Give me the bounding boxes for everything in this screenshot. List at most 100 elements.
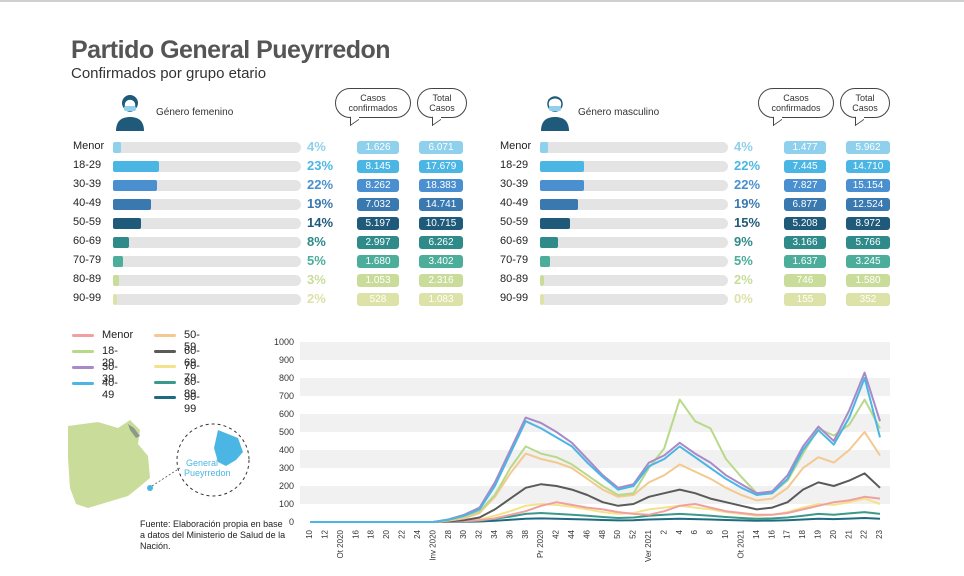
female-total-header: Total Casos xyxy=(417,88,467,118)
casos-value: 6.877 xyxy=(784,198,826,211)
bar-fill xyxy=(113,294,117,305)
legend-label: 40-49 xyxy=(102,377,118,401)
x-tick-label: 19 xyxy=(813,529,822,538)
male-gender-label: Género masculino xyxy=(578,107,660,118)
x-tick-label: 32 xyxy=(475,529,484,538)
grid-band xyxy=(300,414,890,432)
bar-track xyxy=(540,275,728,286)
x-tick-label: 10 xyxy=(305,529,314,538)
x-tick-label: 12 xyxy=(321,529,330,538)
bar-track xyxy=(113,275,301,286)
female-row-50-59: 50-59 14% 5.197 10.715 xyxy=(73,214,493,233)
age-label: Menor xyxy=(500,140,532,152)
bar-fill xyxy=(113,256,123,267)
grid-band xyxy=(300,342,890,360)
total-value: 8.972 xyxy=(846,217,890,230)
pct-value: 0% xyxy=(734,291,753,306)
pueyrredon-marker xyxy=(147,485,153,491)
legend-swatch xyxy=(72,334,94,337)
total-value: 18.383 xyxy=(419,179,463,192)
pct-value: 14% xyxy=(307,215,334,230)
total-value: 17.679 xyxy=(419,160,463,173)
x-tick-label: 22 xyxy=(860,529,869,538)
pct-value: 5% xyxy=(307,253,326,268)
x-tick-label: Inv 2020 xyxy=(428,529,437,560)
y-tick-label: 800 xyxy=(279,373,294,383)
bar-fill xyxy=(113,142,121,153)
female-row-18-29: 18-29 23% 8.145 17.679 xyxy=(73,157,493,176)
total-value: 352 xyxy=(846,293,890,306)
series-line-40-49 xyxy=(310,377,881,523)
x-tick-label: 44 xyxy=(567,529,576,538)
x-tick-label: 30 xyxy=(459,529,468,538)
total-value: 1.580 xyxy=(846,274,890,287)
y-tick-label: 500 xyxy=(279,427,294,437)
bar-fill xyxy=(113,199,151,210)
casos-value: 1.477 xyxy=(784,141,826,154)
pct-value: 3% xyxy=(307,272,326,287)
bar-track xyxy=(540,218,728,229)
male-row-90-99: 90-99 0% 155 352 xyxy=(500,290,920,309)
female-row-90-99: 90-99 2% 528 1.083 xyxy=(73,290,493,309)
pct-value: 5% xyxy=(734,253,753,268)
age-label: 18-29 xyxy=(73,159,102,171)
page-subtitle: Confirmados por grupo etario xyxy=(71,65,267,82)
x-tick-label: 8 xyxy=(706,529,715,534)
bar-fill xyxy=(540,199,578,210)
legend-swatch xyxy=(154,396,176,399)
bar-track xyxy=(540,161,728,172)
y-tick-label: 200 xyxy=(279,481,294,491)
legend-swatch xyxy=(72,350,94,353)
x-tick-label: 28 xyxy=(444,529,453,538)
line-chart: 0 100 200 300 400 500 600 700 800 900 1000 10 12 Ot 2… xyxy=(274,337,890,562)
buenos-aires-province-shape xyxy=(68,420,150,508)
casos-value: 1.626 xyxy=(357,141,399,154)
total-value: 6.262 xyxy=(419,236,463,249)
x-tick-label: Ot 2020 xyxy=(336,529,345,558)
casos-value: 1.637 xyxy=(784,255,826,268)
legend-label: 80-89 xyxy=(184,375,200,400)
age-label: 70-79 xyxy=(73,254,102,266)
argentina-map: General Pueyrredon xyxy=(68,420,250,508)
x-tick-label: Ver 2021 xyxy=(644,529,653,562)
age-label: 30-39 xyxy=(500,178,529,190)
casos-value: 746 xyxy=(784,274,826,287)
female-row-40-49: 40-49 19% 7.032 14.741 xyxy=(73,195,493,214)
x-tick-label: 18 xyxy=(798,529,807,538)
river-shape xyxy=(128,424,140,438)
total-value: 3.245 xyxy=(846,255,890,268)
male-avatar-icon xyxy=(541,96,569,131)
x-tick-label: Ot 2021 xyxy=(736,529,745,558)
bar-track xyxy=(540,237,728,248)
age-label: 60-69 xyxy=(73,235,102,247)
casos-value: 1.680 xyxy=(357,255,399,268)
bar-fill xyxy=(540,180,584,191)
age-label: 40-49 xyxy=(500,197,529,209)
bar-track xyxy=(540,256,728,267)
pct-value: 9% xyxy=(734,234,753,249)
zoom-circle xyxy=(176,423,250,497)
age-label: 30-39 xyxy=(73,178,102,190)
casos-value: 2.997 xyxy=(357,236,399,249)
pct-value: 19% xyxy=(307,196,334,211)
y-tick-label: 0 xyxy=(289,517,294,527)
pct-value: 4% xyxy=(307,139,326,154)
pueyrredon-shape xyxy=(214,430,243,466)
legend-swatch xyxy=(72,382,94,385)
x-tick-label: 2 xyxy=(659,529,668,534)
bar-fill xyxy=(113,275,119,286)
casos-value: 7.445 xyxy=(784,160,826,173)
pct-value: 15% xyxy=(734,215,761,230)
male-row-70-79: 70-79 5% 1.637 3.245 xyxy=(500,252,920,271)
pct-value: 4% xyxy=(734,139,753,154)
age-label: 40-49 xyxy=(73,197,102,209)
bar-track xyxy=(113,237,301,248)
total-value: 14.741 xyxy=(419,198,463,211)
pct-value: 8% xyxy=(307,234,326,249)
bar-fill xyxy=(113,180,157,191)
grid-band xyxy=(300,378,890,396)
chart-legend: Menor 18-29 30-39 40-49 50-59 60-69 70-79 80-89… xyxy=(72,329,252,415)
pct-value: 2% xyxy=(734,272,753,287)
male-row-80-89: 80-89 2% 746 1.580 xyxy=(500,271,920,290)
x-tick-label: 16 xyxy=(351,529,360,538)
